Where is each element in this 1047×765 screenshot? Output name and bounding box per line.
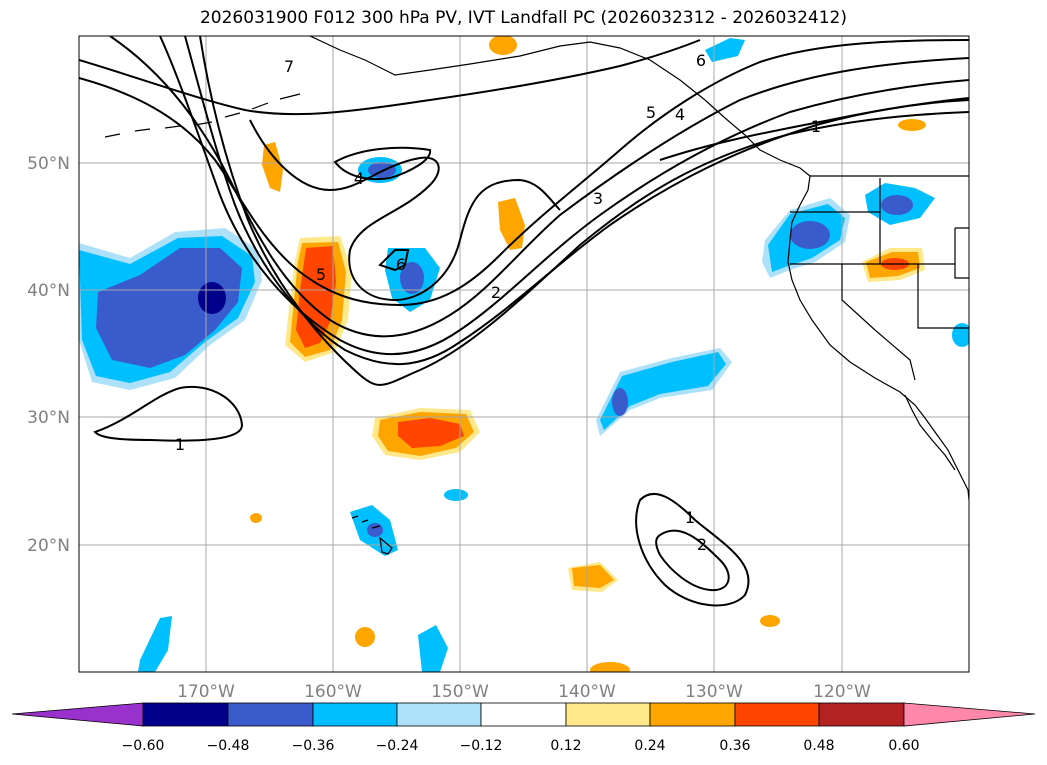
positive-anomaly-165w-50n (262, 142, 283, 192)
negative-anomaly-111w-36n (952, 323, 969, 347)
positive-anomaly-158w-13n (355, 627, 375, 647)
pv-label-6b: 6 (396, 255, 406, 274)
pv-contour-1-west (93, 385, 244, 442)
coastline-baja (904, 394, 956, 471)
pv-contour-6-closed (378, 249, 410, 272)
negative-anomaly-west-coast-inner (790, 221, 830, 249)
lon-tick-labels: 170°W 160°W 150°W 140°W 130°W 120°W (177, 682, 871, 702)
negative-anomaly-116w-47n-core (881, 195, 913, 215)
pv-label-5: 5 (646, 103, 656, 122)
pv-contour-4-closed (333, 146, 432, 181)
lon-tick-170w: 170°W (177, 682, 235, 702)
pv-contour-inner-loop (249, 119, 561, 302)
positive-anomaly-166w-22n (250, 513, 262, 523)
pv-contour-7 (79, 39, 701, 116)
colorbar-bin-4 (396, 702, 482, 727)
pv-contour-6 (79, 39, 969, 307)
cb-tick-8: 0.48 (803, 738, 834, 754)
negative-anomaly-135w-core (600, 352, 726, 430)
lon-tick-120w: 120°W (813, 682, 871, 702)
positive-anomaly-160w-inner (296, 246, 336, 348)
cb-tick-0: −0.60 (122, 738, 165, 754)
pv-contour-2 (199, 36, 969, 386)
pv-label-6: 6 (696, 51, 706, 70)
gridlines (79, 36, 969, 672)
pv-label-1b: 1 (175, 435, 185, 454)
colorbar (11, 702, 1036, 727)
pv-contours (79, 36, 969, 607)
lon-tick-130w: 130°W (685, 682, 743, 702)
map-frame (78, 35, 970, 673)
positive-anomaly-152w-30n-inner (398, 418, 464, 448)
negative-anomaly-155w-core (400, 262, 424, 294)
positive-anomaly-152w-60n (489, 36, 517, 55)
cb-tick-3: −0.24 (376, 738, 419, 754)
pv-contour-1-east (635, 493, 750, 607)
pv-label-2b: 2 (697, 535, 707, 554)
colorbar-bin-2 (227, 702, 314, 727)
cb-tick-5: 0.12 (550, 738, 581, 754)
pv-contour-labels: 7 6 5 4 3 2 1 5 6 4 2 1 1 2 (175, 51, 821, 554)
cb-tick-1: −0.48 (207, 738, 250, 754)
pv-contour-4 (159, 36, 969, 356)
cb-tick-7: 0.36 (719, 738, 750, 754)
lon-tick-140w: 140°W (558, 682, 616, 702)
positive-anomaly-140w-10n (590, 662, 630, 672)
lat-tick-40n: 40°N (27, 281, 70, 301)
pv-contour-5 (109, 36, 969, 338)
border-states (790, 178, 969, 381)
colorbar-bin-5 (480, 702, 567, 727)
coastline-us-west (787, 175, 969, 501)
pv-label-7: 7 (284, 57, 294, 76)
negative-anomaly-170w-12n (138, 616, 172, 672)
pv-contour-2-east (655, 529, 730, 592)
pv-label-3: 3 (593, 189, 603, 208)
negative-anomaly-135w-inner (612, 388, 628, 416)
pv-contour-3 (184, 36, 969, 366)
lat-tick-20n: 20°N (27, 536, 70, 556)
lat-tick-labels: 50°N 40°N 30°N 20°N (27, 154, 70, 556)
positive-anomaly-117w-53n (898, 119, 926, 131)
lat-tick-30n: 30°N (27, 408, 70, 428)
colorbar-bin-9 (818, 702, 905, 727)
colorbar-bin-6 (565, 702, 651, 727)
cb-tick-6: 0.24 (634, 738, 665, 754)
pv-label-4b: 4 (675, 105, 685, 124)
map-panel (79, 36, 969, 672)
pv-label-2: 2 (491, 283, 501, 302)
colorbar-bin-3 (312, 702, 398, 727)
negative-anomaly-west-max (198, 282, 226, 314)
lon-tick-150w: 150°W (431, 682, 489, 702)
pv-label-1c: 1 (685, 508, 695, 527)
colorbar-bin-8 (734, 702, 820, 727)
positive-anomaly-126w-14n (760, 615, 780, 627)
cb-tick-2: −0.36 (292, 738, 335, 754)
pv-label-4: 4 (354, 169, 364, 188)
pv-contour-1-north (659, 97, 969, 161)
positive-anomaly-140w-17n-core (572, 565, 614, 588)
pv-label-5b: 5 (316, 265, 326, 284)
coastline-alaska (309, 36, 811, 177)
colorbar-extend-low (11, 702, 144, 727)
colorbar-extend-high (903, 702, 1036, 727)
cb-tick-9: 0.60 (888, 738, 919, 754)
coastlines (104, 36, 969, 555)
colorbar-bin-1 (142, 702, 229, 727)
coastline-aleutians (104, 93, 301, 138)
lon-tick-160w: 160°W (304, 682, 362, 702)
negative-anomaly-150w-22n (444, 489, 468, 501)
pv-label-1: 1 (811, 117, 821, 136)
cb-tick-4: −0.12 (460, 738, 503, 754)
lat-tick-50n: 50°N (27, 154, 70, 174)
coastline-hawaii (351, 515, 393, 555)
negative-anomaly-152w-12n (418, 625, 448, 672)
negative-anomaly-145w-60n (705, 38, 745, 62)
map-title: 2026031900 F012 300 hPa PV, IVT Landfall… (199, 8, 847, 28)
negative-anomaly-hawaii-core (367, 523, 383, 537)
colorbar-tick-labels: −0.60 −0.48 −0.36 −0.24 −0.12 0.12 0.24 … (122, 738, 920, 754)
colorbar-bin-7 (649, 702, 736, 727)
